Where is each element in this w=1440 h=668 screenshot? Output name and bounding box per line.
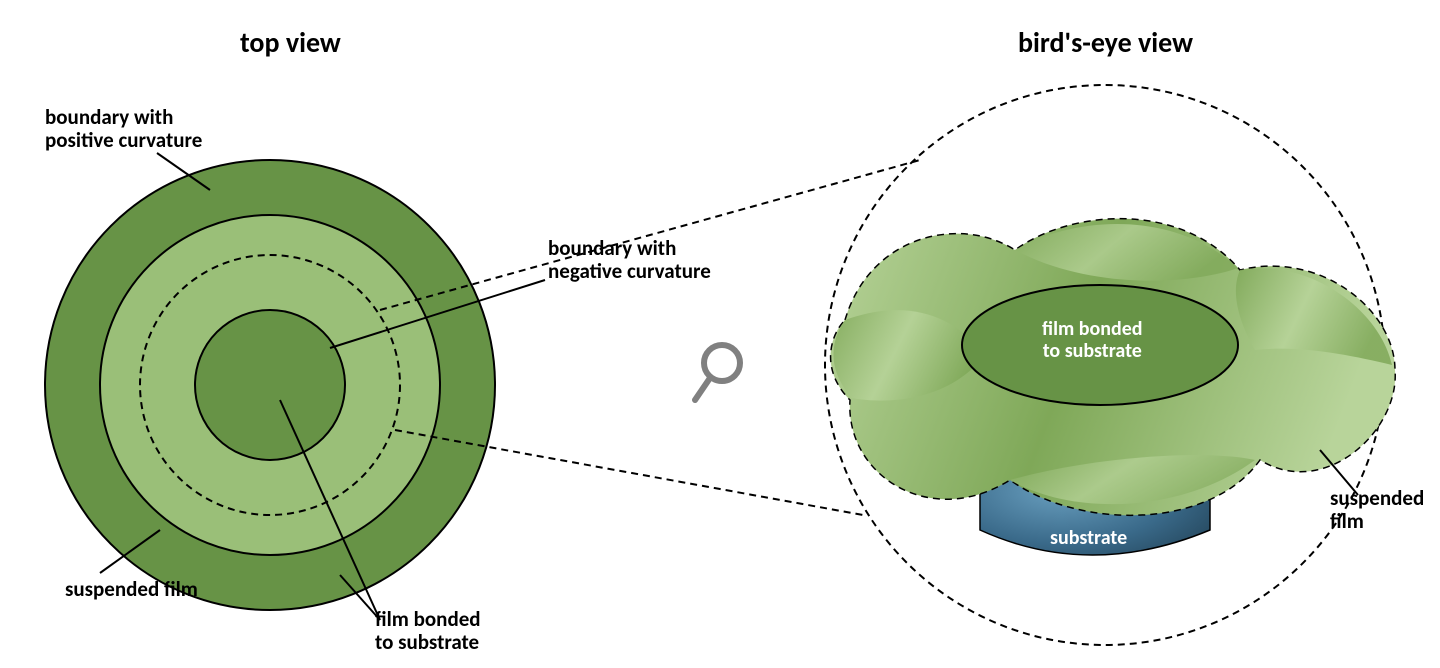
label-suspended-left: suspended film [65, 578, 198, 601]
magnifier-icon [695, 345, 740, 400]
title-top-view: top view [240, 25, 341, 60]
label-substrate: substrate [1050, 527, 1127, 549]
label-suspended-right: suspended film [1330, 487, 1424, 533]
title-birds-eye: bird's-eye view [1018, 25, 1193, 60]
label-bonded-right: film bonded to substrate [1042, 318, 1143, 362]
label-bonded-left: film bonded to substrate [375, 608, 481, 654]
label-negative-curvature: boundary with negative curvature [548, 237, 711, 283]
label-positive-curvature: boundary with positive curvature [45, 106, 202, 152]
top-view-diagram [45, 160, 495, 610]
inner-circle [195, 310, 345, 460]
